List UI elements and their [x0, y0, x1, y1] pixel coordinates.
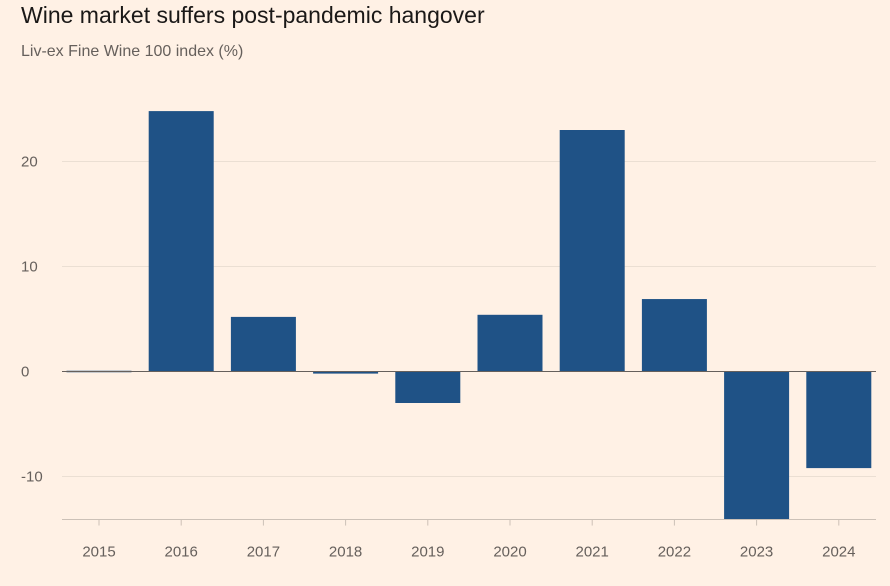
bar-2022	[641, 299, 707, 372]
bar-2016	[148, 111, 214, 372]
bar-2019	[395, 371, 461, 403]
bar-2018	[313, 371, 379, 374]
bar-2020	[477, 314, 543, 372]
chart-subtitle: Liv-ex Fine Wine 100 index (%)	[21, 43, 244, 60]
bar-2021	[559, 130, 625, 372]
x-tick-label: 2020	[493, 544, 526, 561]
y-tick-label: -10	[21, 469, 43, 486]
bars	[66, 111, 872, 520]
y-tick-label: 10	[21, 259, 38, 276]
x-tick-label: 2022	[658, 544, 691, 561]
chart-title: Wine market suffers post-pandemic hangov…	[21, 2, 485, 28]
axes: 20 10 0 -10 2015 2016 2017 2018 2019 2020 2021 2022…	[21, 154, 876, 561]
y-tick-label: 20	[21, 154, 38, 171]
bar-2023	[724, 371, 790, 520]
x-tick-label: 2015	[82, 544, 115, 561]
x-tick-label: 2023	[740, 544, 773, 561]
x-tick-label: 2024	[822, 544, 855, 561]
bar-2024	[806, 371, 872, 469]
bar-2017	[230, 316, 296, 372]
x-tick-label: 2018	[329, 544, 362, 561]
y-tick-label: 0	[21, 364, 29, 381]
x-tick-label: 2016	[165, 544, 198, 561]
x-tick-label: 2017	[247, 544, 280, 561]
x-tick-label: 2019	[411, 544, 444, 561]
x-tick-label: 2021	[576, 544, 609, 561]
